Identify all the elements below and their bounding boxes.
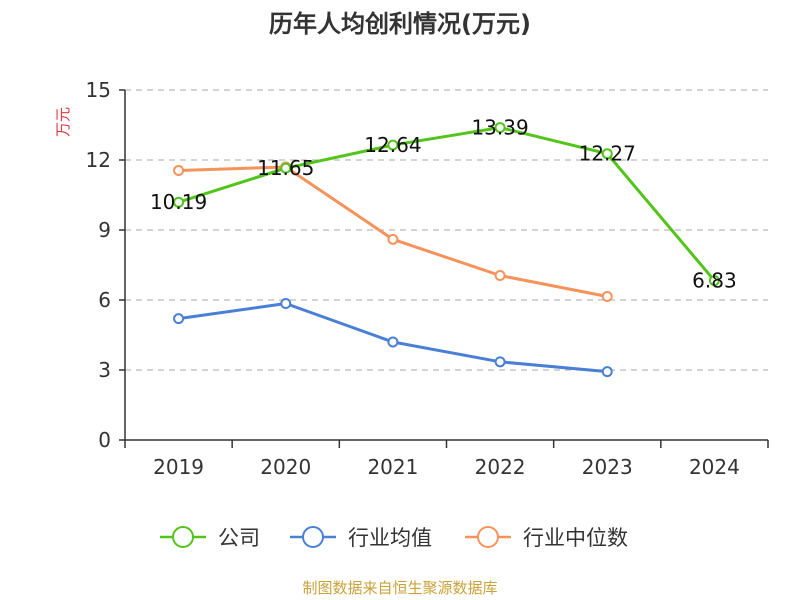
y-tick-label: 0 [98,428,111,452]
legend-marker [302,526,324,548]
data-label: 10.19 [150,190,207,214]
data-label: 6.83 [692,269,737,293]
x-tick-label: 2020 [260,455,311,479]
y-tick-label: 12 [86,148,111,172]
data-labels: 10.19 11.65 12.64 13.39 12.27 6.83 [150,116,737,293]
data-point[interactable] [280,298,292,309]
data-point[interactable] [601,366,613,378]
x-tick-label: 2021 [367,455,418,479]
legend-marker [172,526,194,548]
data-label: 13.39 [471,116,528,140]
x-tick-label: 2019 [153,455,204,479]
data-point[interactable] [280,162,292,174]
legend-label: 公司 [218,526,260,550]
y-tick-label: 9 [98,218,111,242]
legend-marker [477,526,499,548]
source-note: 制图数据来自恒生聚源数据库 [302,579,497,597]
data-point[interactable] [708,275,720,287]
x-tick-label: 2022 [475,455,526,479]
data-label: 11.65 [257,156,314,180]
data-point[interactable] [601,148,613,160]
legend-item[interactable]: 公司 [160,526,260,550]
legend-label: 行业中位数 [523,526,628,550]
legend-item[interactable]: 行业中位数 [465,526,628,550]
chart-title: 历年人均创利情况(万元) [269,10,531,38]
y-tick-label: 3 [98,358,111,382]
legend[interactable]: 公司 行业均值 行业中位数 [160,526,628,550]
data-label: 12.64 [364,133,421,157]
data-point[interactable] [173,313,185,325]
data-point[interactable] [387,336,399,348]
y-tick-label: 15 [86,78,111,102]
x-tick-label: 2023 [582,455,633,479]
data-label: 12.27 [579,142,636,166]
data-point[interactable] [387,139,399,151]
data-point[interactable] [173,196,185,208]
x-tick-label: 2024 [689,455,740,479]
data-point[interactable] [494,270,506,281]
y-axis-label: 万元 [54,107,72,137]
legend-label: 行业均值 [348,526,432,550]
data-point[interactable] [494,122,506,134]
y-tick-label: 6 [98,288,111,312]
series-line [177,165,609,298]
series-group [173,122,720,378]
data-point[interactable] [387,233,399,245]
series-line [177,126,716,283]
data-point[interactable] [173,165,185,176]
data-point[interactable] [601,291,613,302]
data-point[interactable] [494,356,506,368]
gridlines [125,89,768,371]
axes: 0 3 6 9 12 15 2019 2020 2021 2022 2023 2024 [86,78,769,479]
legend-item[interactable]: 行业均值 [290,526,432,550]
